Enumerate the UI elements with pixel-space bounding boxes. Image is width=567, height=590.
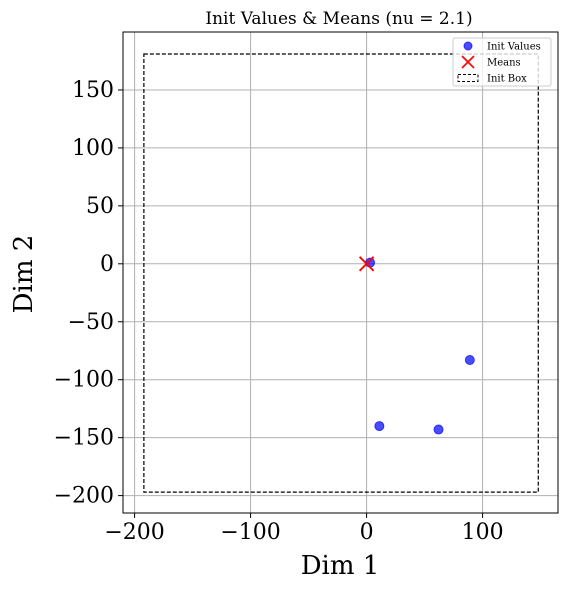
points-layer: [358, 256, 475, 435]
legend-label: Init Box: [487, 74, 527, 85]
grid-lines: [123, 32, 558, 513]
legend-label: Init Values: [487, 42, 541, 53]
init-value-point: [433, 424, 444, 435]
legend-marker-init-box: [457, 74, 479, 82]
y-tick-label: 0: [100, 252, 114, 277]
x-tick-label: 100: [462, 520, 504, 545]
init-value-point: [374, 421, 385, 432]
y-tick-label: 50: [86, 194, 114, 219]
x-tick-label: 0: [360, 520, 374, 545]
x-axis-label: Dim 1: [301, 551, 380, 581]
legend-marker-init-values: [463, 41, 473, 51]
plot-frame: [122, 31, 559, 514]
axis-ticks: −200 −100 0 100 −200 −150 −100 −50 0 50 100 150: [54, 78, 504, 545]
y-tick-label: −150: [54, 426, 114, 451]
legend: Init Values Means Init Box: [452, 37, 552, 87]
y-tick-label: −50: [68, 310, 114, 335]
legend-frame: [452, 37, 552, 87]
y-tick-label: −100: [54, 368, 114, 393]
mean-marker: [358, 256, 375, 272]
x-tick-label: −100: [220, 520, 280, 545]
x-tick-label: −200: [104, 520, 164, 545]
legend-marker-means: [461, 55, 475, 69]
chart-title: Init Values & Means (nu = 2.1): [205, 9, 472, 29]
y-axis-label: Dim 2: [9, 235, 39, 314]
y-tick-label: −200: [54, 484, 114, 509]
legend-label: Means: [487, 58, 521, 69]
y-tick-label: 100: [72, 136, 114, 161]
init-value-point: [464, 355, 475, 366]
y-tick-label: 150: [72, 78, 114, 103]
init-box-layer: [143, 53, 539, 493]
init-box: [143, 53, 539, 493]
